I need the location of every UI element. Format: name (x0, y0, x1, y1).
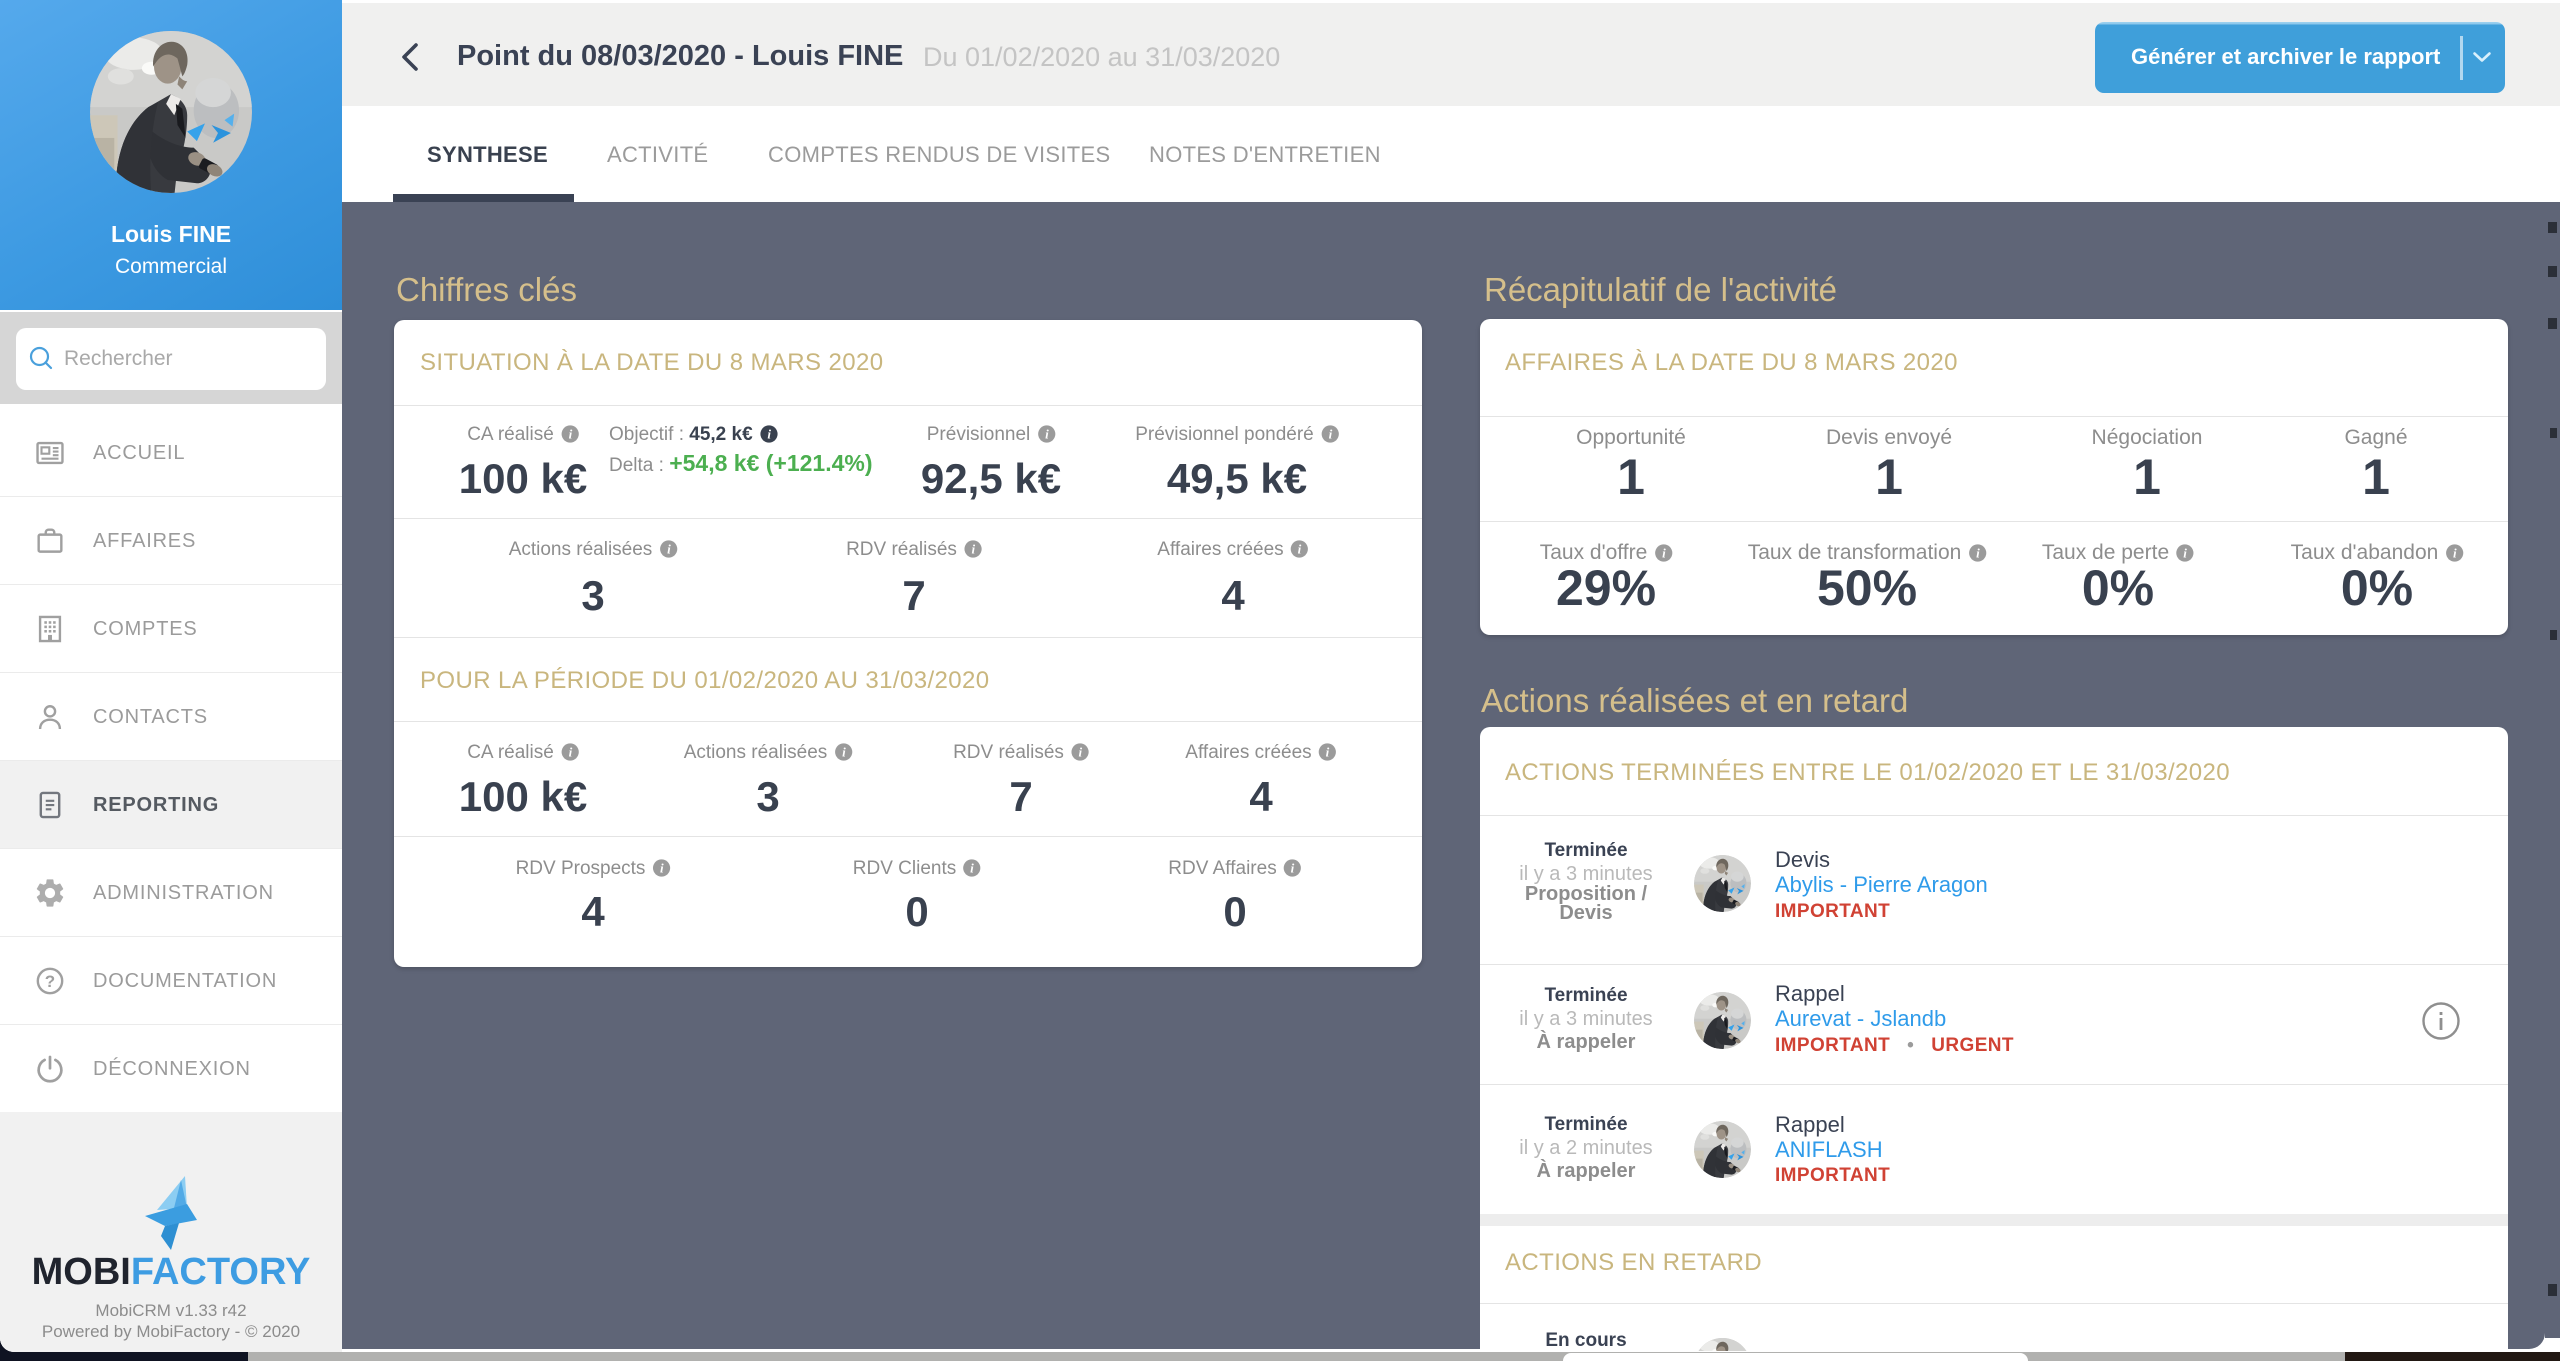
svg-text:i: i (767, 426, 771, 441)
svg-text:i: i (1328, 426, 1332, 441)
svg-text:i: i (1078, 744, 1082, 759)
svg-text:i: i (660, 860, 664, 875)
svg-text:i: i (1298, 541, 1302, 556)
svg-text:i: i (568, 426, 572, 441)
svg-text:i: i (667, 541, 671, 556)
svg-text:i: i (1662, 545, 1666, 560)
svg-text:i: i (1326, 744, 1330, 759)
svg-text:i: i (2453, 545, 2457, 560)
svg-text:i: i (842, 744, 846, 759)
svg-text:i: i (1291, 860, 1295, 875)
svg-text:i: i (2184, 545, 2188, 560)
svg-text:i: i (1976, 545, 1980, 560)
svg-text:i: i (568, 744, 572, 759)
svg-text:?: ? (45, 972, 55, 991)
svg-text:i: i (971, 860, 975, 875)
svg-text:i: i (1045, 426, 1049, 441)
svg-text:i: i (971, 541, 975, 556)
